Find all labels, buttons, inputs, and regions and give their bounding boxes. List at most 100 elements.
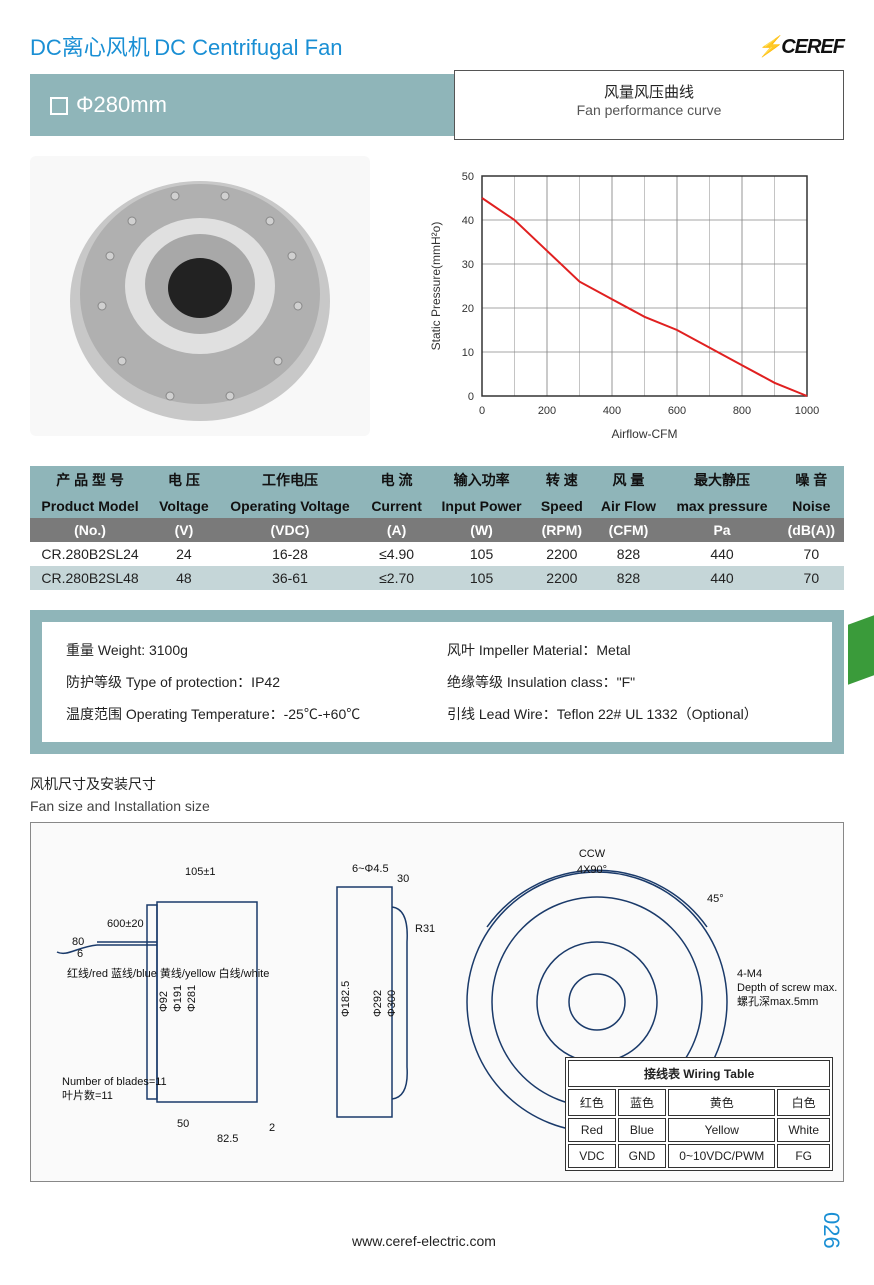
svg-text:20: 20: [462, 303, 474, 315]
info-insulation: 绝缘等级 Insulation class："F": [447, 672, 808, 692]
svg-text:Φ182.5: Φ182.5: [340, 981, 352, 1017]
table-cell: 2200: [532, 566, 591, 590]
table-cell: 产 品 型 号: [30, 466, 150, 494]
square-icon: [50, 97, 68, 115]
table-cell: (RPM): [532, 518, 591, 542]
table-cell: Current: [362, 494, 431, 518]
table-cell: Noise: [779, 494, 844, 518]
table-cell: Yellow: [668, 1118, 775, 1142]
info-temp: 温度范围 Operating Temperature：-25℃-+60℃: [66, 704, 427, 724]
table-cell: 828: [592, 542, 666, 566]
table-cell: (A): [362, 518, 431, 542]
info-weight: 重量 Weight: 3100g: [66, 640, 427, 660]
svg-text:400: 400: [603, 405, 621, 417]
table-cell: 828: [592, 566, 666, 590]
svg-text:Airflow-CFM: Airflow-CFM: [612, 427, 678, 441]
wiring-table: 接线表 Wiring Table 红色蓝色黄色白色 RedBlueYellowW…: [565, 1057, 833, 1171]
table-cell: Pa: [665, 518, 778, 542]
svg-text:叶片数=11: 叶片数=11: [62, 1089, 113, 1102]
page-number: 026: [818, 1212, 844, 1249]
table-cell: Red: [568, 1118, 615, 1142]
size-label: Φ280mm: [50, 92, 167, 118]
svg-text:82.5: 82.5: [217, 1133, 238, 1145]
footer-url: www.ceref-electric.com: [352, 1233, 496, 1249]
svg-text:R31: R31: [415, 923, 435, 935]
side-tag-icon: [848, 615, 874, 684]
svg-text:200: 200: [538, 405, 556, 417]
table-cell: (W): [431, 518, 532, 542]
svg-text:4X90°: 4X90°: [577, 864, 607, 876]
table-cell: (CFM): [592, 518, 666, 542]
table-cell: 48: [150, 566, 218, 590]
table-cell: 黄色: [668, 1089, 775, 1116]
table-cell: 36-61: [218, 566, 363, 590]
size-section-bar: Φ280mm 风量风压曲线 Fan performance curve: [30, 74, 844, 136]
table-cell: 105: [431, 566, 532, 590]
svg-text:红线/red 蓝线/blue 黄线/yellow 白线/wh: 红线/red 蓝线/blue 黄线/yellow 白线/white: [67, 966, 269, 980]
table-cell: 转 速: [532, 466, 591, 494]
svg-text:80: 80: [72, 936, 84, 948]
svg-text:30: 30: [397, 873, 409, 885]
table-cell: 电 流: [362, 466, 431, 494]
table-cell: Air Flow: [592, 494, 666, 518]
svg-text:0: 0: [479, 405, 485, 417]
svg-text:CCW: CCW: [579, 848, 606, 860]
table-cell: CR.280B2SL48: [30, 566, 150, 590]
dim-label-cn: 风机尺寸及安装尺寸: [30, 774, 844, 794]
table-cell: 70: [779, 566, 844, 590]
curve-title-en: Fan performance curve: [455, 102, 843, 118]
info-inner: 重量 Weight: 3100g 风叶 Impeller Material：Me…: [42, 622, 832, 742]
svg-text:50: 50: [462, 171, 474, 183]
svg-text:600±20: 600±20: [107, 918, 144, 930]
table-cell: max pressure: [665, 494, 778, 518]
table-cell: 红色: [568, 1089, 615, 1116]
table-cell: 2200: [532, 542, 591, 566]
engineering-diagram: 红线/red 蓝线/blue 黄线/yellow 白线/white 105±1 …: [30, 822, 844, 1182]
table-cell: 105: [431, 542, 532, 566]
table-cell: 70: [779, 542, 844, 566]
page-header: DC离心风机 DC Centrifugal Fan ⚡CEREF: [30, 30, 844, 62]
table-cell: 24: [150, 542, 218, 566]
size-value: Φ280mm: [76, 92, 167, 117]
table-cell: CR.280B2SL24: [30, 542, 150, 566]
svg-text:30: 30: [462, 259, 474, 271]
table-cell: FG: [777, 1144, 830, 1168]
page-title: DC离心风机 DC Centrifugal Fan: [30, 30, 343, 62]
table-cell: VDC: [568, 1144, 615, 1168]
svg-text:Static Pressure(mmH²o): Static Pressure(mmH²o): [429, 222, 443, 351]
svg-text:Number of blades=11: Number of blades=11: [62, 1076, 167, 1088]
page-footer: www.ceref-electric.com 026: [30, 1212, 844, 1249]
table-cell: (VDC): [218, 518, 363, 542]
table-cell: 电 压: [150, 466, 218, 494]
image-chart-row: 0200400600800100001020304050Airflow-CFMS…: [30, 156, 844, 446]
table-cell: 16-28: [218, 542, 363, 566]
table-cell: 440: [665, 566, 778, 590]
performance-chart: 0200400600800100001020304050Airflow-CFMS…: [400, 156, 844, 446]
svg-text:4-M4: 4-M4: [737, 968, 762, 980]
fan-illustration: [60, 166, 340, 426]
table-cell: Speed: [532, 494, 591, 518]
spec-table: 产 品 型 号电 压工作电压电 流输入功率转 速风 量最大静压噪 音 Produ…: [30, 466, 844, 590]
svg-text:6~Φ4.5: 6~Φ4.5: [352, 863, 389, 875]
curve-title-cn: 风量风压曲线: [455, 81, 843, 102]
table-cell: 白色: [777, 1089, 830, 1116]
bolt-icon: ⚡: [757, 36, 781, 58]
chart-svg: 0200400600800100001020304050Airflow-CFMS…: [422, 166, 822, 446]
info-block: 重量 Weight: 3100g 风叶 Impeller Material：Me…: [30, 610, 844, 754]
wiring-title: 接线表 Wiring Table: [568, 1060, 830, 1087]
svg-text:Φ292: Φ292: [372, 990, 384, 1017]
brand-logo: ⚡CEREF: [757, 34, 844, 59]
info-protection: 防护等级 Type of protection：IP42: [66, 672, 427, 692]
title-en: DC Centrifugal Fan: [154, 35, 342, 60]
title-cn: DC离心风机: [30, 35, 150, 60]
table-cell: 0~10VDC/PWM: [668, 1144, 775, 1168]
svg-text:50: 50: [177, 1118, 189, 1130]
table-cell: ≤2.70: [362, 566, 431, 590]
logo-text: CEREF: [781, 36, 844, 58]
table-cell: 最大静压: [665, 466, 778, 494]
svg-text:Φ300: Φ300: [386, 990, 398, 1017]
table-cell: (V): [150, 518, 218, 542]
table-cell: Operating Voltage: [218, 494, 363, 518]
svg-text:600: 600: [668, 405, 686, 417]
table-cell: 工作电压: [218, 466, 363, 494]
